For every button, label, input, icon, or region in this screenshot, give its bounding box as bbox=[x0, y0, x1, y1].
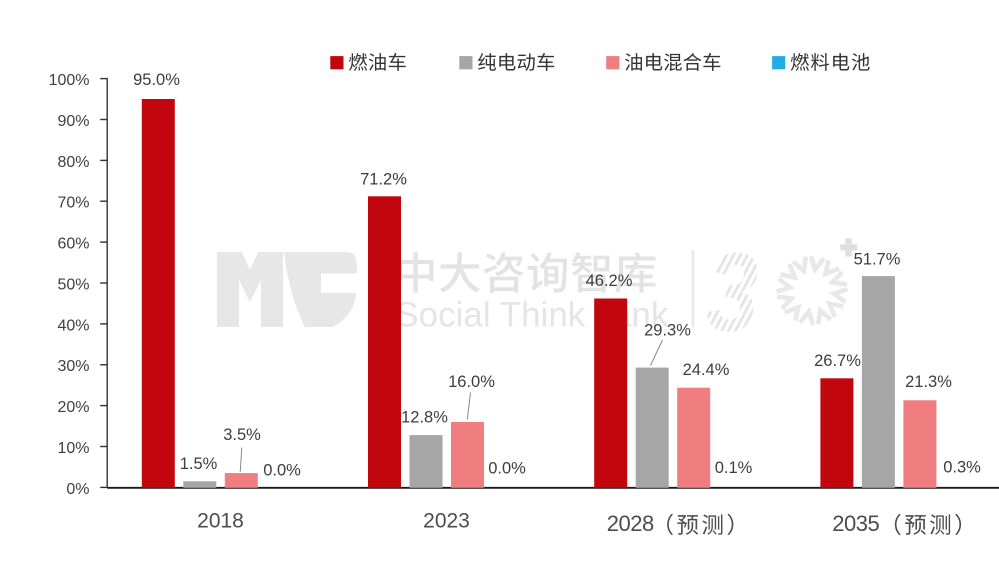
svg-text:80%: 80% bbox=[57, 154, 89, 171]
svg-text:29.3%: 29.3% bbox=[644, 321, 691, 339]
svg-text:50%: 50% bbox=[57, 276, 89, 293]
svg-text:3: 3 bbox=[706, 229, 758, 355]
svg-text:21.3%: 21.3% bbox=[905, 373, 952, 391]
svg-text:Social Think Tank: Social Think Tank bbox=[395, 296, 669, 335]
svg-text:40%: 40% bbox=[57, 317, 89, 334]
svg-text:0.0%: 0.0% bbox=[488, 459, 526, 477]
svg-text:2023: 2023 bbox=[423, 510, 470, 533]
svg-text:2018: 2018 bbox=[197, 510, 244, 533]
svg-text:0%: 0% bbox=[66, 481, 89, 498]
svg-text:60%: 60% bbox=[57, 236, 89, 253]
svg-text:12.8%: 12.8% bbox=[401, 408, 448, 426]
svg-text:30%: 30% bbox=[57, 358, 89, 375]
svg-text:10%: 10% bbox=[57, 440, 89, 457]
svg-text:100%: 100% bbox=[49, 72, 90, 89]
svg-text:70%: 70% bbox=[57, 195, 89, 212]
svg-text:16.0%: 16.0% bbox=[448, 373, 495, 391]
svg-text:90%: 90% bbox=[57, 113, 89, 130]
svg-text:26.7%: 26.7% bbox=[814, 352, 861, 370]
svg-text:0.1%: 0.1% bbox=[715, 459, 753, 477]
svg-text:20%: 20% bbox=[57, 399, 89, 416]
svg-text:46.2%: 46.2% bbox=[586, 272, 633, 290]
svg-text:0.0%: 0.0% bbox=[263, 461, 301, 479]
svg-text:24.4%: 24.4% bbox=[683, 361, 730, 379]
svg-text:51.7%: 51.7% bbox=[854, 250, 901, 268]
svg-text:0.3%: 0.3% bbox=[943, 458, 981, 476]
svg-text:1.5%: 1.5% bbox=[180, 455, 218, 473]
svg-text:3.5%: 3.5% bbox=[223, 426, 261, 444]
svg-text:95.0%: 95.0% bbox=[133, 71, 180, 89]
svg-text:71.2%: 71.2% bbox=[360, 170, 407, 188]
svg-text:2035: 2035 bbox=[832, 511, 879, 536]
svg-text:2028: 2028 bbox=[607, 511, 654, 536]
